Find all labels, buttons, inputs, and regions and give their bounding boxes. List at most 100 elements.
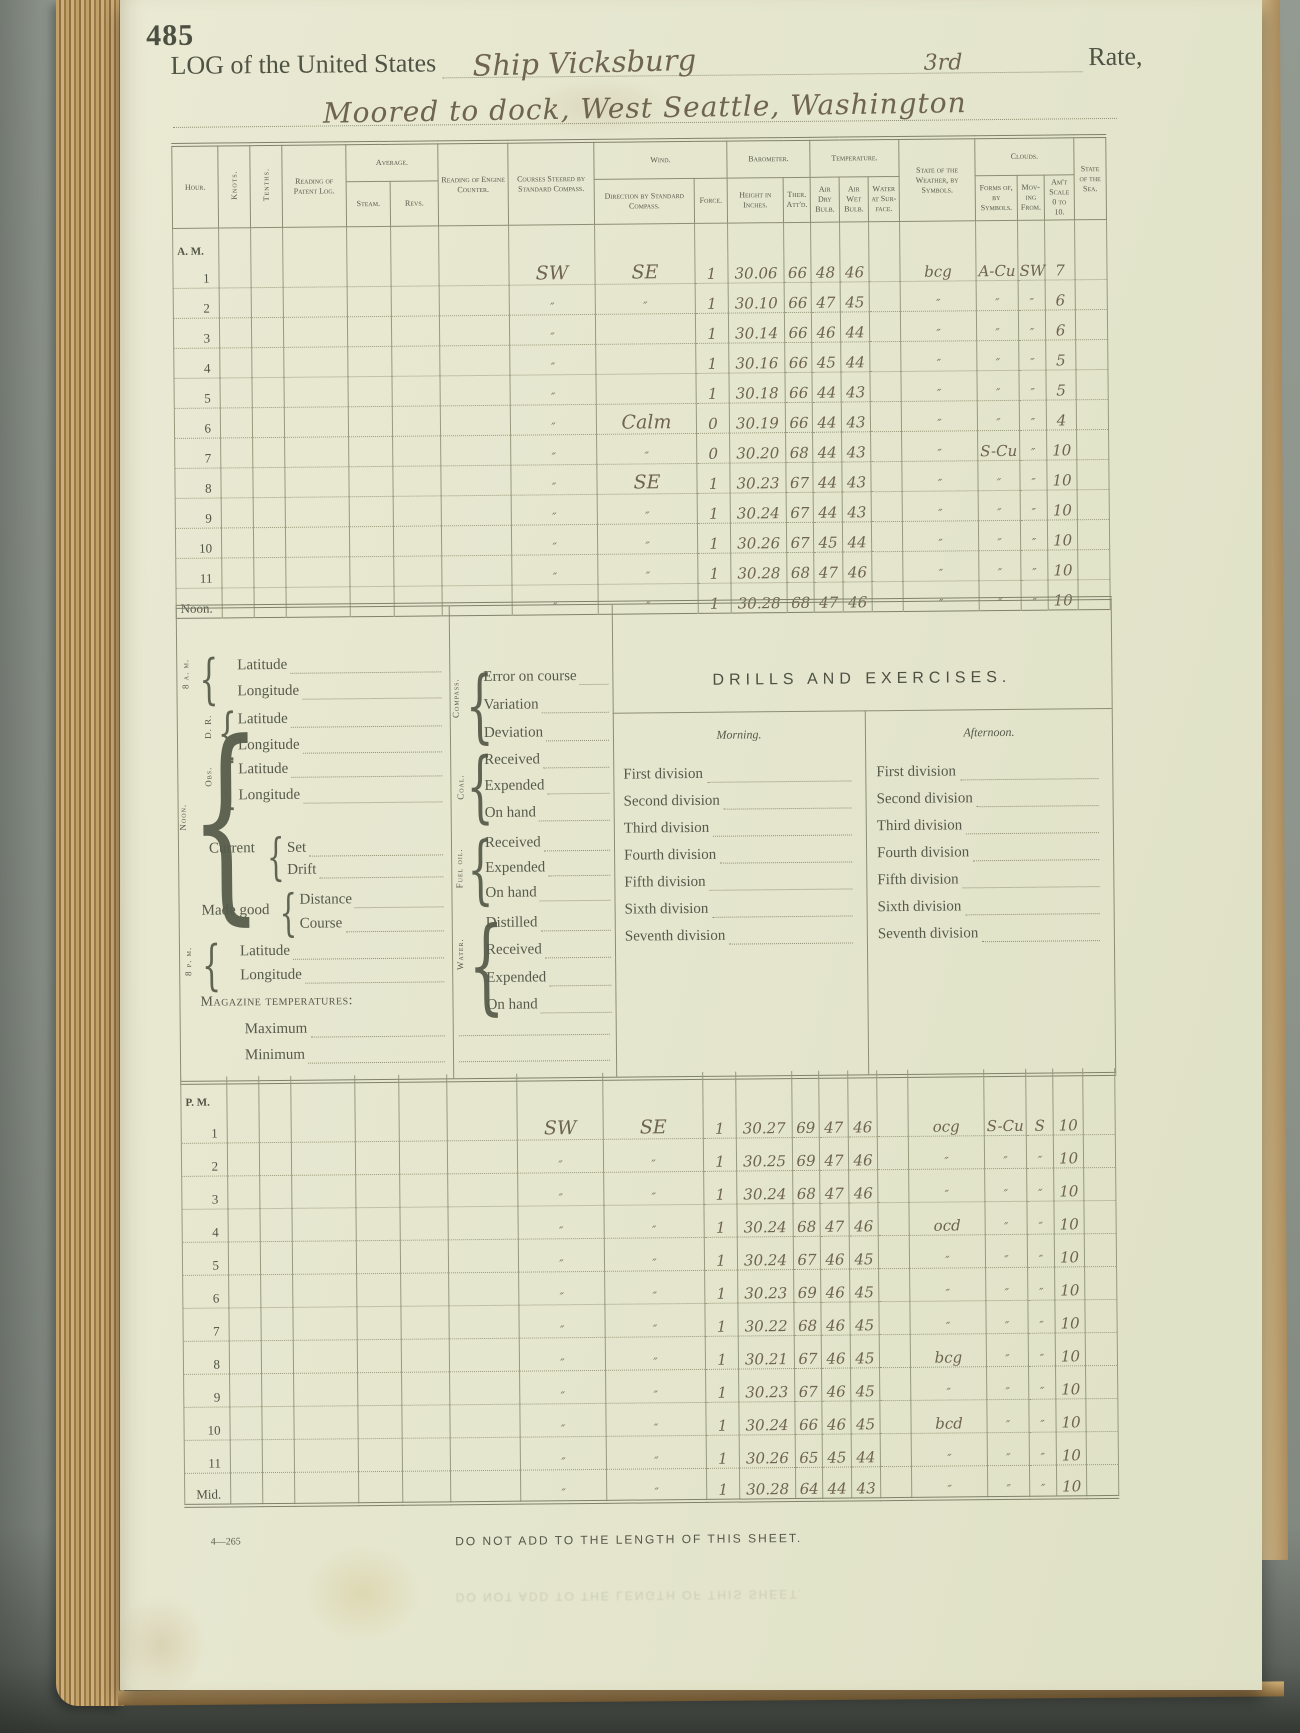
log-cell-empty <box>291 1207 357 1241</box>
col-header-steam: Steam. <box>346 181 391 227</box>
log-entry-force: 1 <box>694 253 729 284</box>
group-label-current: Current <box>208 840 255 857</box>
col-header-height: Height in Inches. <box>727 177 784 224</box>
log-cell-empty <box>878 1267 910 1302</box>
col-header-hour: Hour. <box>171 144 219 229</box>
log-entry-courses: ″ <box>510 434 597 466</box>
log-entry-dry: 47 <box>818 1103 849 1137</box>
log-entry-wind: ″ <box>605 1368 706 1403</box>
log-entry-from: ″ <box>1020 520 1048 551</box>
log-entry-amt: 10 <box>1047 519 1078 551</box>
log-entry-wind: ″ <box>597 493 698 525</box>
log-cell-empty <box>402 1470 451 1504</box>
log-entry-weather: ocd <box>908 1201 986 1235</box>
log-entry-bar: 30.26 <box>739 1434 796 1468</box>
log-entry-weather: ″ <box>902 490 979 522</box>
log-cell-empty <box>283 346 348 378</box>
log-entry-bar: 30.24 <box>738 1401 796 1435</box>
field-row: Latitude <box>238 706 442 728</box>
log-entry-bar: 30.28 <box>730 552 788 584</box>
log-entry-force: 1 <box>696 463 731 494</box>
log-entry-dry: 47 <box>819 1136 849 1170</box>
log-cell-empty <box>227 1175 260 1209</box>
log-cell-empty <box>292 1240 357 1274</box>
hour-label: 10 <box>183 1406 231 1440</box>
log-entry-amt: 6 <box>1045 279 1076 311</box>
fill-line <box>729 941 853 945</box>
hour-label: 11 <box>184 1439 231 1473</box>
log-entry-forms: ″ <box>978 550 1021 581</box>
log-entry-wet: 44 <box>842 521 872 553</box>
hour-label: 6 <box>182 1274 229 1308</box>
log-entry-forms: ″ <box>976 370 1020 401</box>
log-entry-wet: 45 <box>850 1367 880 1401</box>
col-header-engine-counter: Reading of Engine Counter. <box>437 141 509 226</box>
rate-value-handwritten: 3rd <box>923 50 963 77</box>
log-cell-empty <box>390 225 439 257</box>
hour-label: 8 <box>174 467 222 499</box>
log-entry-bar: 30.24 <box>736 1203 794 1237</box>
log-entry-weather: ″ <box>902 520 979 552</box>
log-entry-from: ″ <box>1029 1431 1057 1465</box>
log-cell-empty <box>392 435 441 467</box>
field-row: Longitude <box>238 782 443 804</box>
col-header-courses: Courses Steered by Standard Compass. <box>507 140 595 226</box>
log-cell-empty <box>446 1073 518 1108</box>
log-entry-courses: ″ <box>518 1237 605 1272</box>
log-entry-force: 1 <box>697 523 731 554</box>
log-cell-empty <box>283 286 348 318</box>
fill-line <box>579 682 609 686</box>
log-cell-empty <box>440 435 511 466</box>
log-cell-empty <box>1085 1364 1118 1399</box>
log-entry-wet: 45 <box>849 1235 879 1269</box>
log-cell-empty <box>293 1405 359 1439</box>
log-entry-dry: 46 <box>821 1334 851 1368</box>
log-entry-amt: 10 <box>1054 1266 1085 1300</box>
log-entry-ther: 67 <box>793 1235 821 1270</box>
log-entry-force: 1 <box>704 1269 738 1303</box>
log-entry-courses: SW <box>508 254 596 286</box>
log-entry-amt: 5 <box>1045 339 1076 371</box>
log-entry-wind: ″ <box>604 1236 705 1271</box>
log-cell-empty <box>1084 1232 1117 1267</box>
rate-label: Rate, <box>1088 41 1143 72</box>
log-entry-from: ″ <box>1019 460 1048 491</box>
fill-line <box>548 873 611 877</box>
log-cell-empty <box>282 256 348 288</box>
log-cell-empty <box>227 1109 260 1143</box>
log-entry-dry: 47 <box>819 1202 850 1236</box>
log-entry-wet: 46 <box>847 1103 878 1137</box>
log-entry-dry: 44 <box>812 462 843 493</box>
log-entry-amt: 10 <box>1055 1332 1086 1366</box>
log-cell-empty <box>391 375 441 407</box>
log-entry-courses: ″ <box>519 1369 606 1404</box>
log-entry-bar: 30.06 <box>727 252 785 284</box>
log-entry-bar: 30.23 <box>738 1368 795 1402</box>
log-entry-force: 1 <box>697 553 732 584</box>
log-entry-force: 1 <box>703 1170 737 1204</box>
log-entry-dry: 45 <box>811 342 841 373</box>
log-entry-dry: 45 <box>813 522 843 553</box>
log-cell-empty <box>399 1173 448 1207</box>
log-entry-forms: ″ <box>987 1431 1030 1466</box>
log-cell-empty <box>868 251 901 282</box>
brace: { <box>279 883 298 942</box>
log-entry-amt: 10 <box>1047 549 1078 581</box>
log-entry-amt: 5 <box>1045 369 1077 401</box>
col-header-knots: Knots. <box>217 144 251 229</box>
log-cell-empty <box>229 1406 263 1440</box>
log-entry-ther: 64 <box>795 1466 823 1501</box>
log-cell-empty <box>694 223 728 254</box>
log-entry-weather: ″ <box>908 1168 985 1202</box>
group-label-8am: 8 a. m. <box>180 658 191 690</box>
log-cell-empty <box>818 1070 848 1104</box>
hour-label: 1 <box>172 258 220 289</box>
field-row: Distilled <box>486 911 611 932</box>
log-cell-empty <box>260 1306 294 1341</box>
field-row: On hand <box>486 993 612 1014</box>
log-entry-courses: ″ <box>511 494 598 526</box>
blank-line <box>458 1015 610 1037</box>
log-entry-force: 0 <box>696 403 730 434</box>
field-row: Minimum <box>245 1042 446 1064</box>
log-cell-empty <box>355 1107 400 1142</box>
